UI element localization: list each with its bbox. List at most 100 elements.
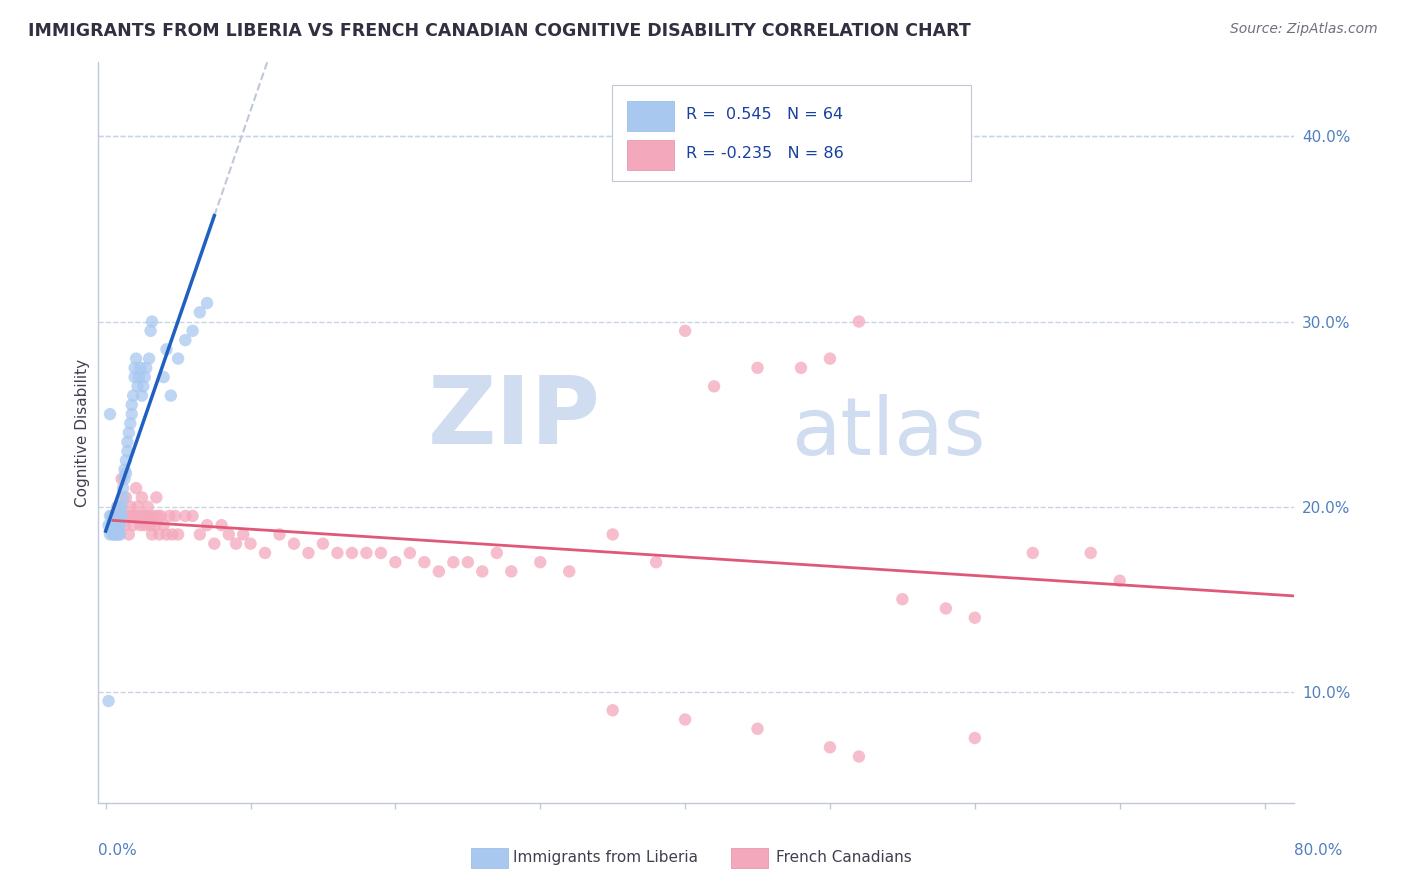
Point [356,546,378,560]
Point [157,508,180,523]
Point [135,360,157,375]
Point [142,508,165,523]
Point [283,536,305,550]
Point [145,491,167,505]
Point [110,508,132,523]
Text: French Canadians: French Canadians [776,850,912,864]
FancyBboxPatch shape [613,85,972,181]
Point [107,518,129,533]
Point [441,555,464,569]
Text: 80.0%: 80.0% [1295,843,1343,858]
Point [132,508,155,523]
Point [105,515,128,529]
Text: R = -0.235   N = 86: R = -0.235 N = 86 [686,146,844,161]
Point [115,467,138,481]
Text: 0.0%: 0.0% [98,843,138,858]
Point [107,527,129,541]
Point [384,555,406,569]
Point [529,555,551,569]
Point [121,407,143,421]
Point [703,379,725,393]
Text: IMMIGRANTS FROM LIBERIA VS FRENCH CANADIAN COGNITIVE DISABILITY CORRELATION CHAR: IMMIGRANTS FROM LIBERIA VS FRENCH CANADI… [28,22,972,40]
Point [202,536,225,550]
Point [128,508,150,523]
Point [103,522,125,536]
FancyBboxPatch shape [627,140,675,169]
Text: Immigrants from Liberia: Immigrants from Liberia [513,850,699,864]
Text: atlas: atlas [792,393,986,472]
Point [152,370,174,384]
Point [112,508,135,523]
Point [174,508,197,523]
Point [501,565,523,579]
Point [124,370,146,384]
Point [100,518,122,533]
Point [103,527,125,541]
Point [125,351,148,366]
Point [105,527,128,541]
Text: R =  0.545   N = 64: R = 0.545 N = 64 [686,107,844,122]
Point [117,434,139,449]
Point [101,518,124,533]
Point [188,305,211,319]
Point [105,522,128,536]
Point [167,351,190,366]
Point [370,546,392,560]
Text: ZIP: ZIP [427,372,600,464]
Point [139,324,162,338]
Point [108,500,131,514]
Point [211,518,233,533]
Point [107,508,129,523]
Point [188,527,211,541]
Point [818,740,841,755]
Point [104,518,127,533]
Point [138,508,160,523]
Point [122,518,145,533]
Point [225,536,247,550]
Point [427,565,450,579]
Point [485,546,508,560]
Point [312,536,335,550]
Point [115,491,138,505]
Point [174,333,197,347]
Point [558,565,581,579]
Point [135,508,157,523]
Point [112,491,135,505]
Point [114,518,136,533]
Point [253,546,276,560]
Point [471,565,494,579]
Point [413,555,436,569]
Point [297,546,319,560]
Point [141,527,163,541]
Point [108,527,131,541]
Point [98,527,121,541]
Point [115,453,138,467]
Point [98,508,121,523]
Point [340,546,363,560]
Point [117,444,139,458]
Point [165,508,187,523]
Point [117,508,139,523]
Point [108,508,131,523]
Point [232,527,254,541]
Point [160,389,183,403]
Point [399,546,422,560]
Point [108,508,131,523]
Point [103,508,125,523]
Point [149,508,172,523]
Point [645,555,668,569]
Point [98,407,121,421]
Point [124,360,146,375]
Point [963,610,986,624]
Point [790,360,813,375]
Point [118,527,141,541]
Point [195,518,218,533]
Point [131,491,153,505]
Point [125,481,148,495]
Point [143,518,166,533]
Y-axis label: Cognitive Disability: Cognitive Disability [75,359,90,507]
Point [239,536,262,550]
Point [602,527,624,541]
Point [218,527,240,541]
Text: Source: ZipAtlas.com: Source: ZipAtlas.com [1230,22,1378,37]
